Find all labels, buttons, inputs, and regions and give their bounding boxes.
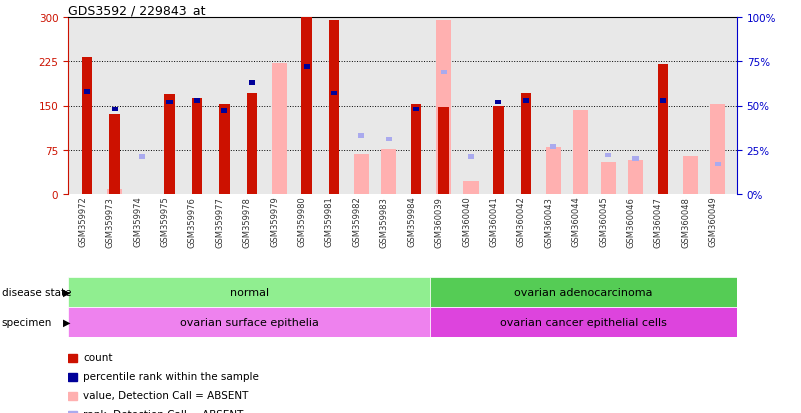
Bar <box>660 99 666 103</box>
Bar <box>68 277 430 307</box>
Bar <box>191 99 202 195</box>
Bar <box>550 145 556 149</box>
Text: value, Detection Call = ABSENT: value, Detection Call = ABSENT <box>83 390 248 400</box>
Text: GSM360047: GSM360047 <box>654 196 663 247</box>
Bar <box>496 100 501 105</box>
Text: count: count <box>83 352 113 362</box>
Text: rank, Detection Call = ABSENT: rank, Detection Call = ABSENT <box>83 409 244 413</box>
Bar <box>628 161 643 195</box>
Text: GSM360044: GSM360044 <box>572 196 581 247</box>
Bar <box>430 307 737 337</box>
Bar <box>301 18 312 195</box>
Bar <box>194 99 200 103</box>
Bar <box>219 104 230 195</box>
Bar <box>272 64 287 195</box>
Bar <box>658 65 668 195</box>
Bar <box>107 190 123 195</box>
Bar <box>68 307 430 337</box>
Bar <box>68 392 77 400</box>
Bar <box>605 153 611 158</box>
Text: ovarian surface epithelia: ovarian surface epithelia <box>179 317 319 327</box>
Text: GSM360046: GSM360046 <box>626 196 635 247</box>
Bar <box>493 106 504 195</box>
Bar <box>358 134 364 139</box>
Bar <box>249 81 255 85</box>
Bar <box>84 90 91 95</box>
Bar <box>381 149 396 195</box>
Bar <box>633 157 638 161</box>
Text: GSM359978: GSM359978 <box>243 196 252 247</box>
Bar <box>523 99 529 103</box>
Bar <box>574 110 588 195</box>
Bar <box>441 70 447 75</box>
Text: GSM359972: GSM359972 <box>78 196 87 247</box>
Text: GSM360041: GSM360041 <box>489 196 498 247</box>
Text: GSM359973: GSM359973 <box>106 196 115 247</box>
Bar <box>430 277 737 307</box>
Bar <box>221 109 227 114</box>
Text: GSM359982: GSM359982 <box>352 196 361 247</box>
Bar <box>304 65 309 70</box>
Bar <box>386 138 392 142</box>
Bar <box>601 162 616 195</box>
Bar <box>710 104 725 195</box>
Text: GSM359976: GSM359976 <box>188 196 197 247</box>
Text: GSM360042: GSM360042 <box>517 196 525 247</box>
Bar <box>545 147 561 195</box>
Bar <box>468 155 474 160</box>
Text: GSM359975: GSM359975 <box>160 196 170 247</box>
Bar <box>464 182 478 195</box>
Text: GSM359981: GSM359981 <box>325 196 334 247</box>
Text: GSM359984: GSM359984 <box>407 196 417 247</box>
Bar <box>682 156 698 195</box>
Bar <box>139 155 145 160</box>
Bar <box>413 107 419 112</box>
Bar <box>521 93 531 195</box>
Text: ovarian adenocarcinoma: ovarian adenocarcinoma <box>514 287 653 297</box>
Text: GSM359983: GSM359983 <box>380 196 388 247</box>
Bar <box>164 95 175 195</box>
Bar <box>438 107 449 195</box>
Bar <box>110 115 120 195</box>
Text: normal: normal <box>230 287 269 297</box>
Text: GSM359974: GSM359974 <box>133 196 142 247</box>
Bar <box>436 21 451 195</box>
Bar <box>411 105 421 195</box>
Text: GSM359977: GSM359977 <box>215 196 224 247</box>
Text: GSM360043: GSM360043 <box>544 196 553 247</box>
Bar <box>82 58 92 195</box>
Bar <box>111 107 118 112</box>
Text: GSM360048: GSM360048 <box>682 196 690 247</box>
Text: ovarian cancer epithelial cells: ovarian cancer epithelial cells <box>500 317 667 327</box>
Text: GSM360039: GSM360039 <box>435 196 444 247</box>
Bar <box>68 373 77 381</box>
Bar <box>714 162 721 167</box>
Text: GSM359980: GSM359980 <box>297 196 307 247</box>
Text: GSM359979: GSM359979 <box>270 196 280 247</box>
Text: ▶: ▶ <box>62 317 70 327</box>
Bar <box>328 21 339 195</box>
Text: percentile rank within the sample: percentile rank within the sample <box>83 371 260 381</box>
Text: ▶: ▶ <box>62 287 70 297</box>
Text: GSM360045: GSM360045 <box>599 196 608 247</box>
Bar <box>247 93 257 195</box>
Bar <box>331 92 337 96</box>
Bar <box>167 100 172 105</box>
Text: disease state: disease state <box>2 287 71 297</box>
Bar <box>68 354 77 362</box>
Bar <box>354 155 369 195</box>
Text: GSM360040: GSM360040 <box>462 196 471 247</box>
Text: specimen: specimen <box>2 317 52 327</box>
Bar <box>68 411 77 413</box>
Text: GDS3592 / 229843_at: GDS3592 / 229843_at <box>68 4 206 17</box>
Text: GSM360049: GSM360049 <box>709 196 718 247</box>
